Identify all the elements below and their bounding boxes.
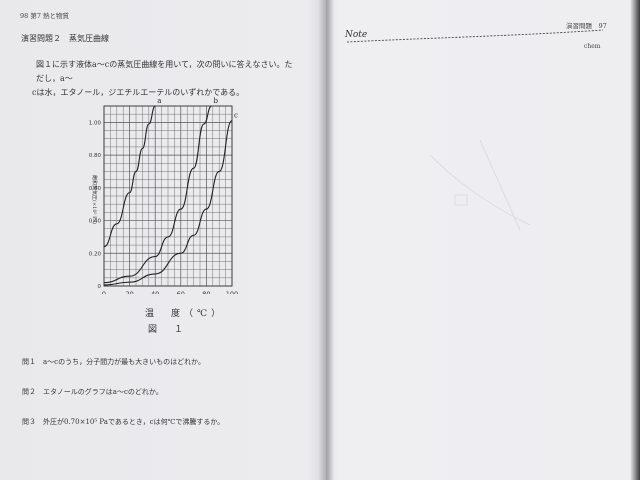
question-intro: 図１に示す液体a～cの蒸気圧曲線を用いて，次の問いに答えなさい。ただし，a～ c…: [32, 58, 298, 100]
figure-label: 図 １: [148, 325, 188, 335]
y-tick-label: 0.60: [89, 186, 102, 192]
question-3: 問３ 外圧が0.70×10⁵ Paであるとき，cは何℃で沸騰するか。: [22, 418, 225, 426]
x-axis-label: 温 度（℃）: [145, 309, 225, 319]
series-label-b: b: [214, 97, 219, 105]
series-line-b: [103, 105, 212, 284]
y-tick-label: 0.80: [89, 153, 102, 159]
series-line-c: [103, 120, 233, 286]
chem-label: chem: [584, 43, 601, 50]
note-title: Note: [345, 30, 368, 40]
question-1: 問１ a～cのうち，分子間力が最も大きいものはどれか。: [22, 358, 205, 366]
intro-line-1: 図１に示す液体a～cの蒸気圧曲線を用いて，次の問いに答えなさい。ただし，a～: [36, 60, 293, 83]
show-through-graphic: [429, 139, 531, 231]
question-2: 問２ エタノールのグラフはa～cのどれか。: [22, 388, 163, 396]
x-tick-label: 80: [202, 290, 210, 294]
x-tick-label: 60: [177, 290, 185, 294]
y-axis-label: 飽和蒸気圧(×10⁵ Pa): [91, 175, 98, 224]
intro-line-2: cは水，エタノール，ジエチルエーテルのいずれかである。: [32, 88, 245, 97]
left-page-header: 98 第7 熱と物質: [20, 12, 70, 20]
x-tick-label: 0: [102, 290, 106, 294]
series-line-a: [103, 105, 156, 248]
series-label-a: a: [157, 97, 161, 105]
x-tick-label: 20: [125, 290, 133, 294]
plot-frame: [103, 105, 233, 287]
y-tick-label: 1.00: [89, 120, 102, 126]
y-tick-label: 0: [98, 284, 102, 290]
book-gutter: [318, 0, 334, 480]
x-tick-label: 40: [151, 290, 159, 294]
vapor-pressure-chart: 0 20 40 60 80 100 0 0.20 0.40 0.60 0.80 1.00 飽和蒸気圧(×…: [89, 97, 238, 294]
y-tick-label: 0.20: [89, 251, 102, 257]
section-title: 演習問題２ 蒸気圧曲線: [21, 34, 109, 43]
y-tick-label: 0.40: [89, 219, 102, 225]
note-dashed-rule: [346, 29, 604, 43]
x-tick-label: 100: [226, 290, 238, 294]
series-label-c: c: [234, 112, 238, 120]
page-edge: [630, 0, 640, 480]
right-page-header: 演習問題 97: [566, 22, 607, 30]
